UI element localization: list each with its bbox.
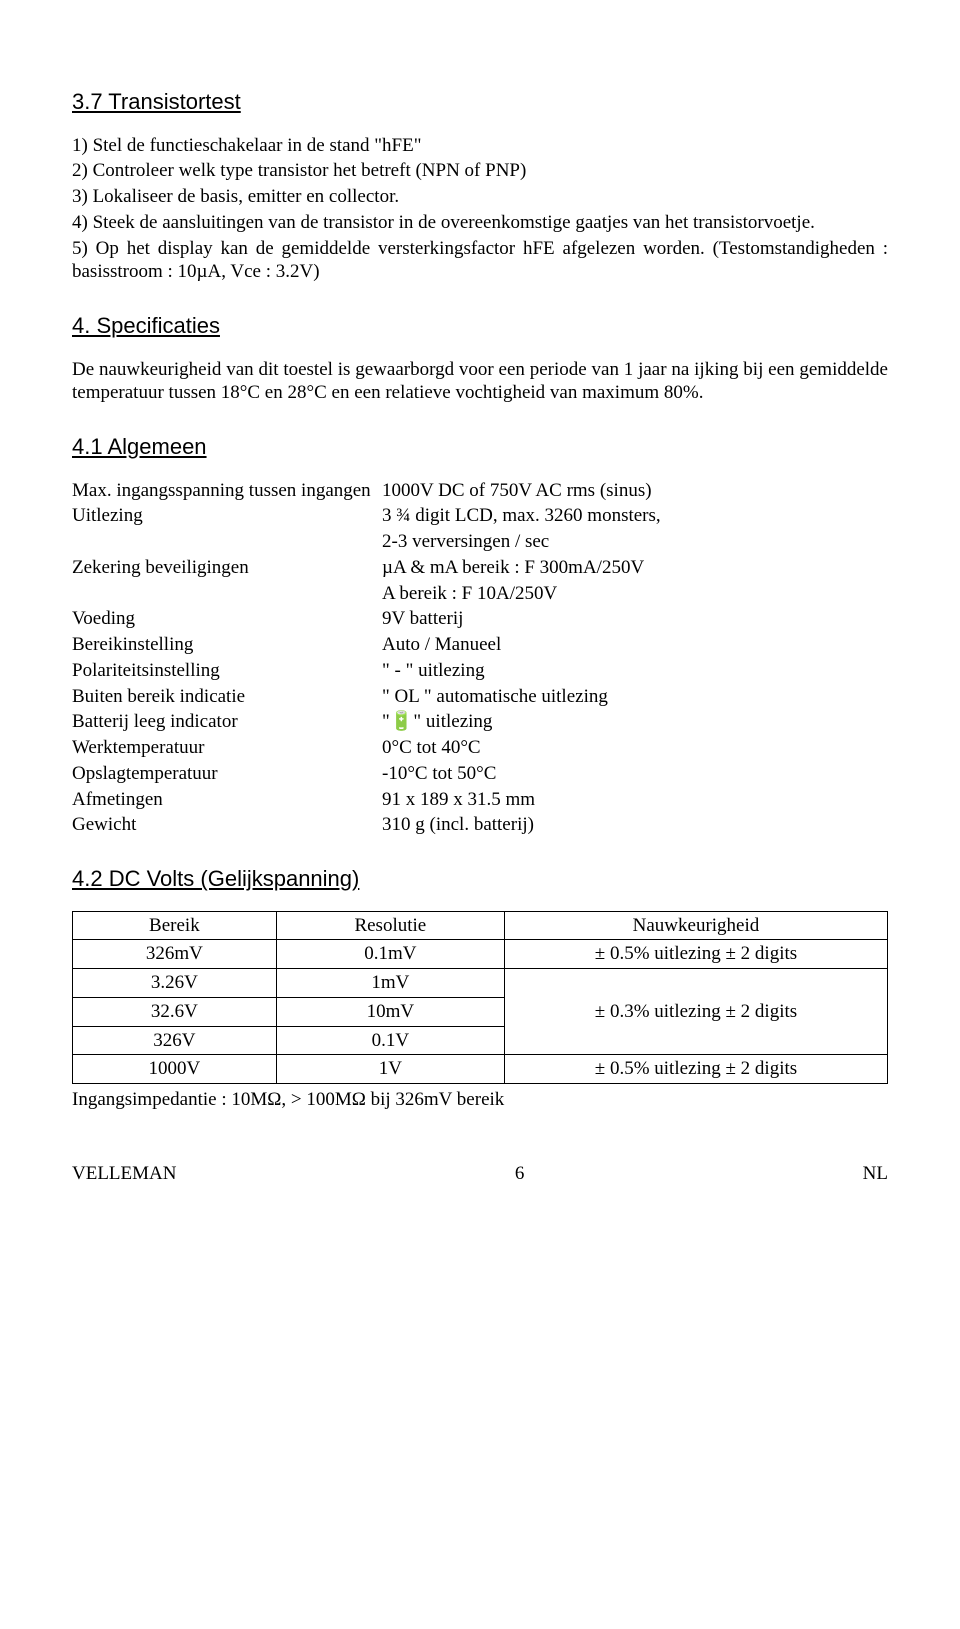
spec-value: " - " uitlezing [382,659,888,683]
table-row: 1000V 1V ± 0.5% uitlezing ± 2 digits [73,1055,888,1084]
step-3: 3) Lokaliseer de basis, emitter en colle… [72,185,888,209]
cell: ± 0.5% uitlezing ± 2 digits [504,1055,887,1084]
spec-value: A bereik : F 10A/250V [382,582,888,606]
step-1: 1) Stel de functieschakelaar in de stand… [72,134,888,158]
spec-list: Max. ingangsspanning tussen ingangen1000… [72,479,888,838]
section-4-para: De nauwkeurigheid van dit toestel is gew… [72,358,888,406]
spec-value: 9V batterij [382,607,888,631]
spec-value: µA & mA bereik : F 300mA/250V [382,556,888,580]
cell: 0.1V [276,1026,504,1055]
spec-label: Voeding [72,607,382,631]
cell: 3.26V [73,969,277,998]
section-3-7-title: 3.7 Transistortest [72,88,888,116]
cell: 326V [73,1026,277,1055]
cell: 1V [276,1055,504,1084]
spec-value: 2-3 verversingen / sec [382,530,888,554]
footer-page-number: 6 [515,1162,525,1186]
cell: 10mV [276,997,504,1026]
page-footer: VELLEMAN 6 NL [72,1162,888,1186]
spec-value: 0°C tot 40°C [382,736,888,760]
section-4-1-title: 4.1 Algemeen [72,433,888,461]
spec-value: " OL " automatische uitlezing [382,685,888,709]
cell: 1000V [73,1055,277,1084]
spec-value: 310 g (incl. batterij) [382,813,888,837]
spec-label: Buiten bereik indicatie [72,685,382,709]
dcv-footnote: Ingangsimpedantie : 10MΩ, > 100MΩ bij 32… [72,1088,888,1112]
spec-value: -10°C tot 50°C [382,762,888,786]
step-2: 2) Controleer welk type transistor het b… [72,159,888,183]
spec-value: "🔋" uitlezing [382,710,888,734]
spec-label: Afmetingen [72,788,382,812]
spec-label: Polariteitsinstelling [72,659,382,683]
spec-label [72,582,382,606]
spec-label: Max. ingangsspanning tussen ingangen [72,479,382,503]
spec-label: Opslagtemperatuur [72,762,382,786]
spec-label: Batterij leeg indicator [72,710,382,734]
col-bereik: Bereik [73,911,277,940]
footer-left: VELLEMAN [72,1162,176,1186]
spec-value: 1000V DC of 750V AC rms (sinus) [382,479,888,503]
spec-label: Gewicht [72,813,382,837]
cell: 32.6V [73,997,277,1026]
cell: 0.1mV [276,940,504,969]
spec-label: Zekering beveiligingen [72,556,382,580]
step-4: 4) Steek de aansluitingen van de transis… [72,211,888,235]
cell: 1mV [276,969,504,998]
spec-value: 3 ¾ digit LCD, max. 3260 monsters, [382,504,888,528]
section-3-7-steps: 1) Stel de functieschakelaar in de stand… [72,134,888,285]
section-4-title: 4. Specificaties [72,312,888,340]
spec-label: Uitlezing [72,504,382,528]
table-row: 3.26V 1mV ± 0.3% uitlezing ± 2 digits [73,969,888,998]
spec-label: Werktemperatuur [72,736,382,760]
step-5: 5) Op het display kan de gemiddelde vers… [72,237,888,285]
section-4-2-title: 4.2 DC Volts (Gelijkspanning) [72,865,888,893]
cell: ± 0.5% uitlezing ± 2 digits [504,940,887,969]
col-nauwkeurigheid: Nauwkeurigheid [504,911,887,940]
spec-label: Bereikinstelling [72,633,382,657]
table-header-row: Bereik Resolutie Nauwkeurigheid [73,911,888,940]
cell: 326mV [73,940,277,969]
spec-value: 91 x 189 x 31.5 mm [382,788,888,812]
footer-right: NL [863,1162,888,1186]
col-resolutie: Resolutie [276,911,504,940]
cell: ± 0.3% uitlezing ± 2 digits [504,969,887,1055]
table-row: 326mV 0.1mV ± 0.5% uitlezing ± 2 digits [73,940,888,969]
spec-label [72,530,382,554]
spec-value: Auto / Manueel [382,633,888,657]
dcv-table: Bereik Resolutie Nauwkeurigheid 326mV 0.… [72,911,888,1085]
